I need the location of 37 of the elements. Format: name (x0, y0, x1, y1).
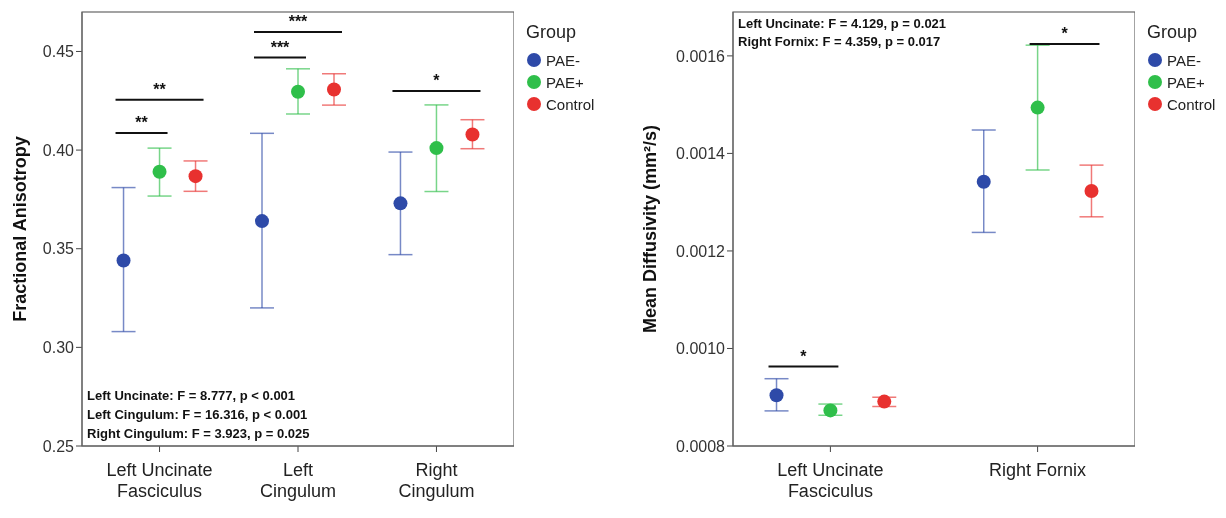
annotation: Right Fornix: F = 4.359, p = 0.017 (738, 34, 941, 49)
y-tick-label: 0.0016 (676, 47, 726, 65)
x-tick-label: Right Fornix (989, 460, 1087, 480)
x-tick-label: Left Uncinate Fasciculus (777, 460, 884, 501)
y-tick-label: 0.40 (42, 141, 75, 159)
annotation: Left Uncinate: F = 4.129, p = 0.021 (738, 16, 947, 31)
y-tick-label: 0.0010 (676, 340, 726, 358)
x-tick-label: Right Cingulum (398, 460, 475, 501)
annotation: Left Cingulum: F = 16.316, p < 0.001 (87, 407, 308, 422)
y-tick-label: 0.0008 (676, 437, 726, 455)
legend-title: Group (526, 22, 578, 43)
legend-label: PAE- (1167, 51, 1201, 69)
y-tick-label: 0.25 (42, 437, 75, 455)
legend-title: Group (1147, 22, 1199, 43)
y-tick-label: 0.0012 (676, 242, 726, 260)
legend-label: Control (1167, 95, 1216, 113)
y-axis-title: Fractional Anisotropy (10, 136, 30, 322)
y-tick-label: 0.45 (42, 43, 75, 61)
legend-label: Control (546, 95, 595, 113)
y-tick-label: 0.30 (42, 339, 75, 357)
annotation: *** (288, 12, 309, 30)
annotation: ** (153, 80, 167, 98)
annotation: Left Uncinate: F = 8.777, p < 0.001 (87, 388, 296, 403)
annotation: ** (135, 114, 149, 132)
legend-label: PAE+ (1167, 73, 1205, 91)
y-tick-label: 0.35 (42, 240, 75, 258)
x-tick-label: Left Uncinate Fasciculus (106, 460, 213, 501)
annotation: * (1061, 25, 1069, 43)
annotation: *** (270, 38, 291, 56)
legend-label: PAE- (546, 51, 580, 69)
legend-label: PAE+ (546, 73, 584, 91)
y-axis-title: Mean Diffusivity (mm²/s) (640, 124, 660, 334)
annotation: * (433, 71, 441, 89)
annotation: * (800, 347, 808, 365)
y-tick-label: 0.0014 (676, 145, 726, 163)
annotation: Right Cingulum: F = 3.923, p = 0.025 (87, 426, 310, 441)
x-tick-label: Left Cingulum (259, 460, 337, 501)
